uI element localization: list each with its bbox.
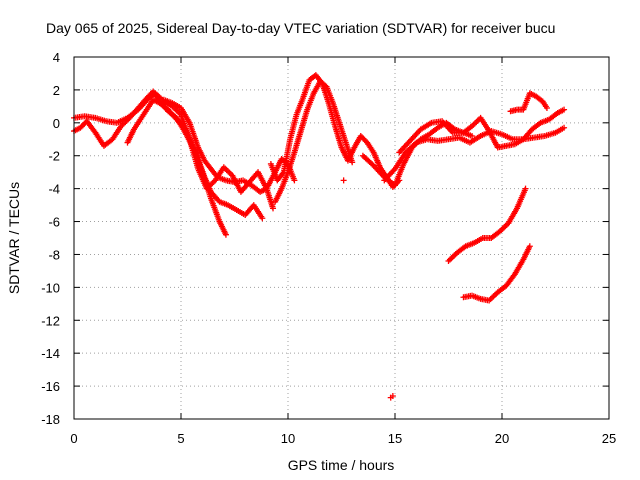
y-tick-label: -16 (41, 379, 60, 394)
series-track-j (507, 90, 550, 115)
y-tick-label: 0 (53, 116, 60, 131)
series-track-l (460, 243, 533, 304)
data-point-marker (222, 231, 229, 238)
series-track-f (272, 78, 356, 205)
data-point-marker (270, 205, 277, 212)
series-track-c (124, 96, 266, 222)
series-outliers (340, 177, 396, 401)
y-tick-label: -4 (48, 182, 60, 197)
data-point-marker (389, 392, 396, 399)
data-point-marker (291, 177, 298, 184)
data-point-marker (526, 243, 533, 250)
x-tick-label: 15 (388, 431, 402, 446)
data-point-marker (340, 177, 347, 184)
x-tick-label: 25 (602, 431, 616, 446)
chart-title: Day 065 of 2025, Sidereal Day-to-day VTE… (46, 20, 555, 36)
series-track-k (445, 185, 529, 265)
x-tick-label: 5 (177, 431, 184, 446)
series-track-d (160, 96, 298, 195)
data-point-marker (259, 215, 266, 222)
data-point-marker (543, 105, 550, 112)
x-tick-label: 20 (495, 431, 509, 446)
plot-frame (73, 56, 610, 420)
y-tick-label: -2 (48, 149, 60, 164)
y-tick-label: -10 (41, 280, 60, 295)
x-tick-label: 0 (70, 431, 77, 446)
y-tick-label: -8 (48, 247, 60, 262)
data-point-marker (469, 132, 476, 139)
y-tick-label: -6 (48, 215, 60, 230)
y-tick-label: 4 (53, 50, 60, 65)
data-point-marker (561, 106, 568, 113)
data-points (71, 72, 568, 401)
y-tick-label: -18 (41, 412, 60, 427)
y-tick-label: -14 (41, 346, 60, 361)
series-track-i (396, 118, 476, 156)
data-point-marker (369, 161, 376, 168)
data-point-marker (522, 185, 529, 192)
data-point-marker (349, 159, 356, 166)
x-tick-label: 10 (281, 431, 295, 446)
y-tick-label: 2 (53, 83, 60, 98)
y-tick-label: -12 (41, 313, 60, 328)
data-point-marker (561, 124, 568, 131)
x-axis-label: GPS time / hours (288, 457, 395, 473)
series-track-h (381, 124, 568, 184)
data-point-marker (412, 140, 419, 147)
y-axis-label: SDTVAR / TECUs (6, 182, 22, 294)
